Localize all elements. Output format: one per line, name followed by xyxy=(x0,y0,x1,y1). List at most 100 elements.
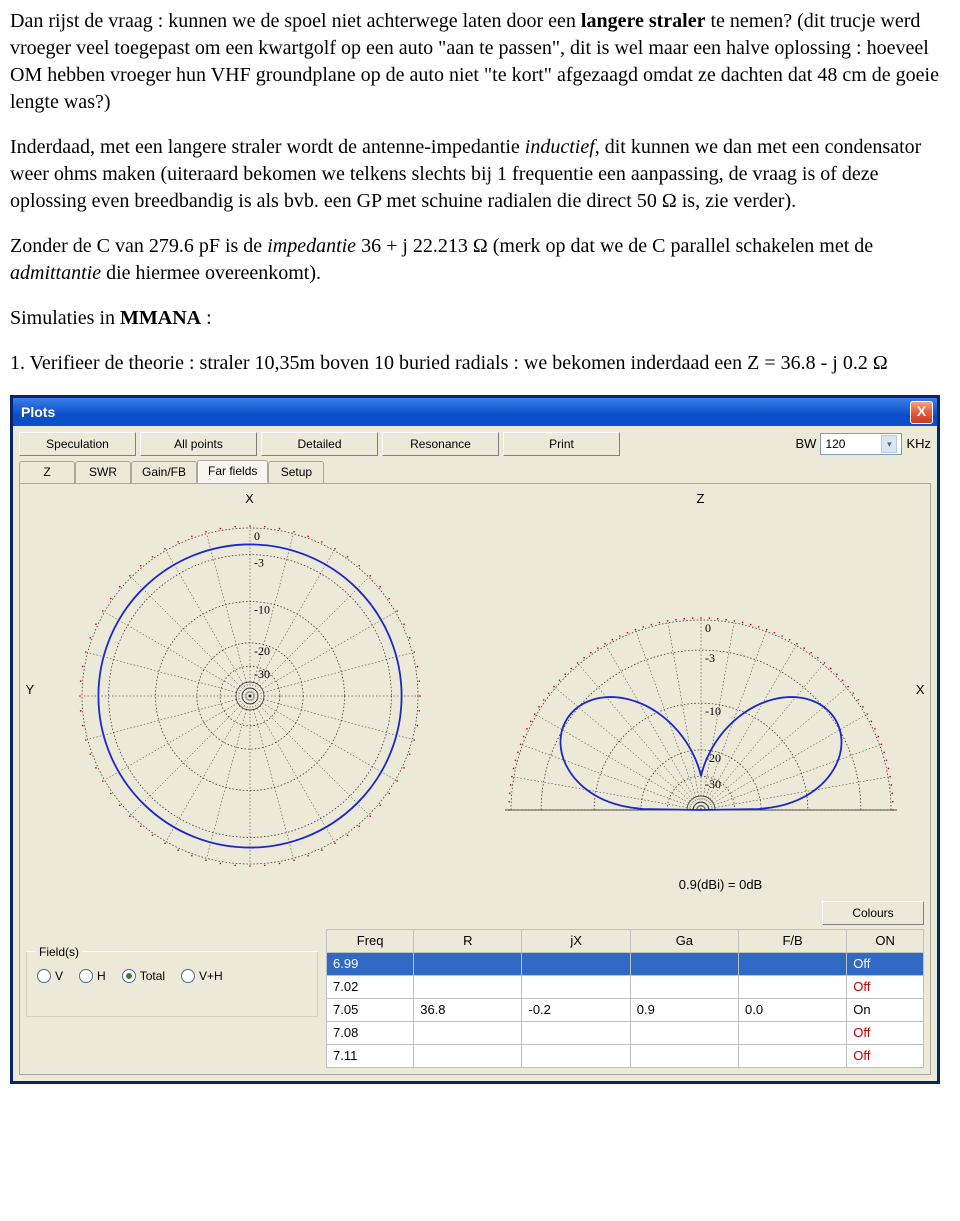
paragraph-2: Inderdaad, met een langere straler wordt… xyxy=(10,134,950,215)
cell xyxy=(414,953,522,976)
colours-button[interactable]: Colours xyxy=(822,901,924,925)
text: Zonder de C van 279.6 pF is de xyxy=(10,235,267,257)
freq-table-wrap: Colours FreqRjXGaF/BON 6.99Off7.02Off7.0… xyxy=(326,901,924,1068)
azimuth-plot: Y 0-3-10-20-30 xyxy=(40,510,460,870)
radio-v[interactable]: V xyxy=(37,968,63,984)
svg-text:-10: -10 xyxy=(705,704,721,718)
tab-gainfb[interactable]: Gain/FB xyxy=(131,461,197,483)
cell-on: Off xyxy=(847,1045,924,1068)
radio-vplush[interactable]: V+H xyxy=(181,968,223,984)
cell: 7.05 xyxy=(327,999,414,1022)
radio-total[interactable]: Total xyxy=(122,968,165,984)
col-freq: Freq xyxy=(327,930,414,953)
svg-text:-10: -10 xyxy=(254,602,270,616)
cell xyxy=(414,976,522,999)
cell: 0.9 xyxy=(630,999,738,1022)
axis-label-x2: X xyxy=(916,681,925,699)
cell: 6.99 xyxy=(327,953,414,976)
tab-z[interactable]: Z xyxy=(19,461,75,483)
paragraph-5: 1. Verifieer de theorie : straler 10,35m… xyxy=(10,350,950,377)
text: 36 + j 22.213 Ω (merk op dat we de C par… xyxy=(356,235,873,257)
col-jx: jX xyxy=(522,930,630,953)
cell: 7.02 xyxy=(327,976,414,999)
radio-dot-icon xyxy=(79,969,93,983)
cell xyxy=(522,1022,630,1045)
titlebar: Plots X xyxy=(13,398,937,426)
fields-fieldset: Field(s) VHTotalV+H xyxy=(26,951,318,1017)
bw-label: BW xyxy=(795,435,816,453)
text: die hiermee overeenkomt). xyxy=(101,262,321,284)
resonance-button[interactable]: Resonance xyxy=(382,432,499,456)
tab-panel: X Y 0-3-10-20-30 Z X 0-3-10-20-30 0.9(dB… xyxy=(19,483,931,1075)
mmana-window: Plots X Speculation All points Detailed … xyxy=(10,395,940,1084)
text: : xyxy=(201,307,212,329)
freq-table: FreqRjXGaF/BON 6.99Off7.02Off7.0536.8-0.… xyxy=(326,929,924,1068)
svg-text:-3: -3 xyxy=(254,555,264,569)
tab-farfields[interactable]: Far fields xyxy=(197,460,268,483)
tab-setup[interactable]: Setup xyxy=(268,461,324,483)
table-row[interactable]: 7.08 Off xyxy=(327,1022,924,1045)
close-button[interactable]: X xyxy=(910,401,933,424)
table-row[interactable]: 7.02 Off xyxy=(327,976,924,999)
elevation-chart-icon: 0-3-10-20-30 xyxy=(491,510,911,870)
chevron-down-icon[interactable]: ▾ xyxy=(881,435,897,453)
allpoints-button[interactable]: All points xyxy=(140,432,257,456)
paragraph-3: Zonder de C van 279.6 pF is de impedanti… xyxy=(10,233,950,287)
col-r: R xyxy=(414,930,522,953)
radio-label: V+H xyxy=(199,968,223,984)
detailed-button[interactable]: Detailed xyxy=(261,432,378,456)
radio-label: Total xyxy=(140,968,165,984)
cell xyxy=(522,1045,630,1068)
radio-label: V xyxy=(55,968,63,984)
radio-dot-icon xyxy=(122,969,136,983)
cell-on: Off xyxy=(847,976,924,999)
col-ga: Ga xyxy=(630,930,738,953)
cell: 7.11 xyxy=(327,1045,414,1068)
col-f/b: F/B xyxy=(738,930,846,953)
svg-text:-20: -20 xyxy=(254,643,270,657)
tab-swr[interactable]: SWR xyxy=(75,461,131,483)
axis-label-z: Z xyxy=(697,490,705,508)
cell-on: On xyxy=(847,999,924,1022)
elevation-plot: X 0-3-10-20-30 xyxy=(491,510,911,870)
paragraph-1: Dan rijst de vraag : kunnen we de spoel … xyxy=(10,8,950,116)
cell: 7.08 xyxy=(327,1022,414,1045)
cell xyxy=(738,1045,846,1068)
table-header-row: FreqRjXGaF/BON xyxy=(327,930,924,953)
cell xyxy=(414,1022,522,1045)
table-row[interactable]: 7.11 Off xyxy=(327,1045,924,1068)
cell xyxy=(630,976,738,999)
radio-h[interactable]: H xyxy=(79,968,106,984)
cell xyxy=(738,953,846,976)
cell-on: Off xyxy=(847,953,924,976)
azimuth-chart-icon: 0 -3 -10 -20 -30 xyxy=(40,510,460,870)
cell xyxy=(738,976,846,999)
tab-row: Z SWR Gain/FB Far fields Setup xyxy=(13,460,937,483)
cell xyxy=(738,1022,846,1045)
svg-text:0: 0 xyxy=(254,529,260,543)
svg-text:-30: -30 xyxy=(254,667,270,681)
fieldset-legend: Field(s) xyxy=(35,944,83,960)
radio-dot-icon xyxy=(181,969,195,983)
cell: 0.0 xyxy=(738,999,846,1022)
cell xyxy=(522,976,630,999)
print-button[interactable]: Print xyxy=(503,432,620,456)
cell xyxy=(522,953,630,976)
cell-on: Off xyxy=(847,1022,924,1045)
dbi-note: 0.9(dBi) = 0dB xyxy=(639,876,762,894)
text-italic: inductief xyxy=(525,136,595,158)
svg-text:-3: -3 xyxy=(705,651,715,665)
text: Simulaties in xyxy=(10,307,120,329)
cell: 36.8 xyxy=(414,999,522,1022)
bw-unit: KHz xyxy=(906,435,931,453)
speculation-button[interactable]: Speculation xyxy=(19,432,136,456)
bw-input[interactable]: 120 ▾ xyxy=(820,433,902,455)
cell xyxy=(414,1045,522,1068)
lower-row: Field(s) VH Total V+H Colours FreqRjXGaF/B… xyxy=(26,901,924,1068)
table-row[interactable]: 7.0536.8-0.20.90.0On xyxy=(327,999,924,1022)
text-bold: langere straler xyxy=(581,10,706,32)
toolbar: Speculation All points Detailed Resonanc… xyxy=(13,426,937,460)
cell xyxy=(630,953,738,976)
bw-value: 120 xyxy=(825,436,845,452)
table-row[interactable]: 6.99 Off xyxy=(327,953,924,976)
